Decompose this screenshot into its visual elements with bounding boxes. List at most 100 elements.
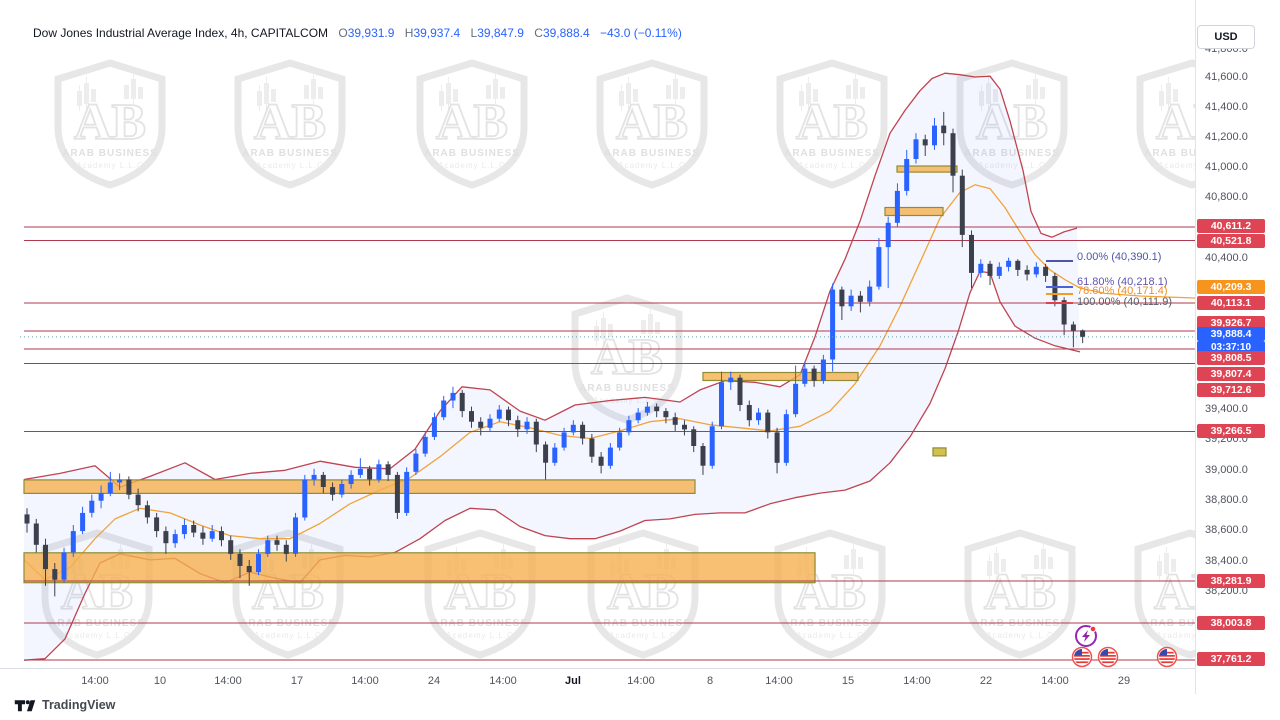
time-tick-label: 15 [841,675,855,687]
candle [756,408,761,425]
candle [70,525,76,557]
candle [941,111,947,146]
time-tick-label: Jul [565,675,581,687]
candle [885,216,891,289]
countdown-badge: 03:37:10 [1197,341,1265,354]
candle [394,471,400,519]
candle [302,474,308,521]
candle [385,461,391,481]
price-level-badge: 39,712.6 [1197,383,1265,397]
candle [469,406,474,428]
zone-rectangle[interactable] [896,165,958,173]
candle [700,443,706,475]
candle [478,417,484,436]
candle [654,403,660,418]
candle [339,479,345,498]
candle [709,421,715,469]
zone-rectangle[interactable] [932,447,947,457]
price-level-badge: 39,266.5 [1197,424,1265,438]
price-axis[interactable]: 41,800.0 41,600.0 41,400.0 41,200.0 41,000.0… [1195,0,1280,694]
price-tick-label: 39,000.0 [1205,464,1248,476]
candle [441,395,447,421]
candle [496,405,502,422]
time-tick-label: 14:00 [489,675,517,687]
candle [330,482,336,501]
lightning-alert-icon[interactable] [1075,625,1097,647]
watermark-shield [591,533,695,655]
candle [552,443,558,466]
candle [107,471,113,497]
price-tick-label: 41,200.0 [1205,131,1248,143]
candle [43,538,48,586]
time-tick-label: 10 [153,675,167,687]
price-tick-label: 41,000.0 [1205,161,1248,173]
candle [1070,321,1076,348]
price-level-badge: 38,003.8 [1197,616,1265,630]
candle [682,420,687,436]
zone-rectangle[interactable] [884,206,944,217]
candle [561,427,567,451]
candle [357,458,363,478]
candle [367,465,373,486]
price-tick-label: 38,200.0 [1205,585,1248,597]
time-tick-label: 24 [427,675,441,687]
time-tick-label: 14:00 [903,675,931,687]
candle [246,559,252,586]
candle [1052,272,1058,307]
candle [728,371,734,390]
close-value: 39,888.4 [542,26,590,40]
candle [256,549,261,576]
candle [52,563,58,597]
time-tick-label: 14:00 [1041,675,1069,687]
candle [996,262,1002,279]
time-axis[interactable]: 14:00 10 14:00 17 14:00 24 14:00 Jul 14:00 8 14:00… [0,668,1195,695]
candle [867,280,873,307]
candle [802,362,808,387]
candle [570,420,576,436]
price-tick-label: 38,400.0 [1205,555,1248,567]
tradingview-logo[interactable]: TradingView [14,697,115,713]
candle [24,508,30,533]
candle [774,427,780,474]
candle [33,518,39,553]
price-tick-label: 41,600.0 [1205,71,1248,83]
candle [857,291,863,313]
currency-button[interactable]: USD [1197,25,1255,49]
candle [746,400,752,427]
zone-rectangle[interactable] [23,479,696,494]
candle [811,365,817,387]
event-markers[interactable] [1071,625,1178,668]
candle [1024,265,1030,281]
candle [644,402,650,416]
candle [820,354,826,384]
candle [617,427,623,451]
candle [376,459,382,483]
us-flag-event-icon[interactable] [1156,646,1178,668]
fib-level-label: 78.60% (40,171.4) [1077,285,1168,297]
candle [144,500,150,524]
candle [348,470,354,489]
watermark-shield [780,63,884,185]
zone-rectangle[interactable] [23,552,816,584]
candle [274,535,280,551]
high-label: H [404,26,414,40]
candle [311,468,317,486]
high-value: 39,937.4 [413,26,461,40]
price-level-badge: 39,808.5 [1197,351,1265,365]
symbol-title: Dow Jones Industrial Average Index, 4h, … [33,26,329,40]
candle [237,549,243,579]
zone-rectangle[interactable] [702,371,859,382]
time-tick-label: 8 [706,675,714,687]
us-flag-event-icon[interactable] [1097,646,1119,668]
supply-demand-zones [23,165,958,584]
candle [200,526,206,545]
price-level-badge: 40,521.8 [1197,234,1265,248]
time-tick-label: 14:00 [81,675,109,687]
symbol-legend: Dow Jones Industrial Average Index, 4h, … [33,26,682,40]
candle [135,488,141,512]
candle [691,426,697,453]
price-level-badge: 40,209.3 [1197,280,1265,294]
time-tick-label: 14:00 [765,675,793,687]
us-flag-event-icon[interactable] [1071,646,1093,668]
